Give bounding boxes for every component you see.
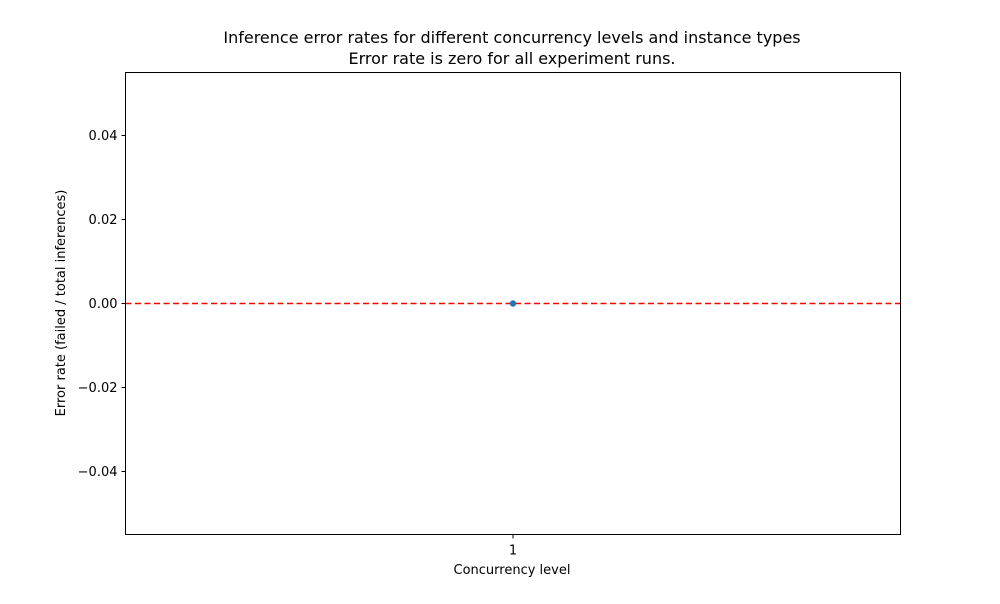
plot-area	[125, 300, 901, 307]
y-tick-label: 0.02	[89, 213, 118, 228]
x-axis: 1	[509, 534, 517, 559]
x-axis-label: Concurrency level	[454, 563, 571, 578]
chart-subtitle: Error rate is zero for all experiment ru…	[348, 49, 675, 68]
y-axis: 0.04 0.02 0.00 −0.02 −0.04	[78, 129, 126, 480]
y-tick-label: −0.02	[78, 381, 118, 396]
y-tick-label: 0.04	[89, 129, 118, 144]
x-tick-label: 1	[509, 544, 517, 559]
chart-title: Inference error rates for different conc…	[223, 28, 800, 47]
data-point	[509, 300, 517, 307]
y-tick-label: 0.00	[89, 297, 118, 312]
y-axis-label: Error rate (failed / total inferences)	[54, 190, 69, 417]
y-tick-label: −0.04	[78, 465, 118, 480]
